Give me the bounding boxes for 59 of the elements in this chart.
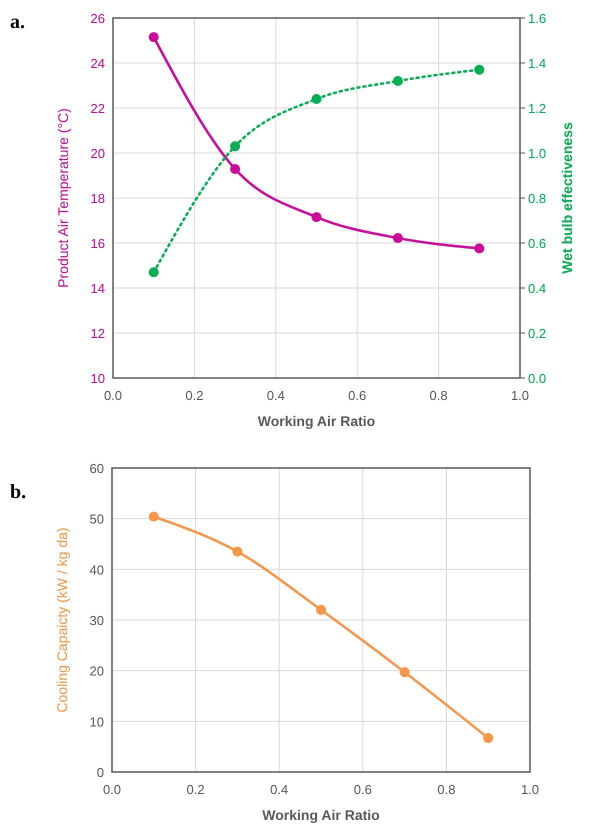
point xyxy=(392,233,403,244)
point xyxy=(392,76,403,86)
y-tick-label: 60 xyxy=(90,461,104,476)
point xyxy=(312,212,322,222)
y-tick-label: 20 xyxy=(90,146,105,161)
y2-tick-label: 0.2 xyxy=(528,326,546,341)
y2-axis-title: Wet bulb effectiveness xyxy=(559,122,575,274)
point xyxy=(230,141,240,152)
y-tick-label: 16 xyxy=(90,236,105,251)
y-tick-label: 18 xyxy=(90,191,105,206)
x-axis-title: Working Air Ratio xyxy=(262,807,380,823)
x-tick-label: 1.0 xyxy=(520,782,540,797)
y-tick-label: 10 xyxy=(90,371,105,386)
x-tick-label: 0.2 xyxy=(185,388,204,403)
x-tick-label: 1.0 xyxy=(510,388,530,403)
y-tick-label: 30 xyxy=(90,613,104,628)
text: b. xyxy=(10,481,26,503)
point xyxy=(483,733,494,744)
x-axis-title: Working Air Ratio xyxy=(258,413,376,429)
y2-tick-label: 0.4 xyxy=(528,281,546,296)
y-tick-label: 26 xyxy=(90,11,105,26)
y-tick-label: 40 xyxy=(90,562,104,578)
point xyxy=(400,667,410,678)
y2-tick-label: 1.4 xyxy=(528,56,546,71)
y-tick-label: 12 xyxy=(90,326,105,341)
x-tick-label: 0.0 xyxy=(102,782,122,797)
y2-tick-label: 1.6 xyxy=(528,11,546,26)
y2-tick-label: 1.0 xyxy=(528,146,546,161)
y-tick-label: 0 xyxy=(96,765,104,780)
chart-title: a. xyxy=(10,11,25,33)
y2-tick-label: 0.6 xyxy=(528,236,546,251)
x-tick-label: 0.6 xyxy=(348,388,366,403)
point xyxy=(148,267,159,278)
y-tick-label: 24 xyxy=(90,56,105,71)
x-tick-label: 0.0 xyxy=(104,388,122,403)
point xyxy=(316,604,326,615)
x-tick-label: 0.4 xyxy=(270,782,288,797)
y-tick-label: 50 xyxy=(90,512,104,527)
point xyxy=(230,164,240,174)
point xyxy=(474,64,484,75)
y-axis-title: Product Air Temperature (°C) xyxy=(55,108,71,288)
x-tick-label: 0.8 xyxy=(437,782,456,797)
x-tick-label: 0.8 xyxy=(430,388,448,403)
x-tick-label: 0.6 xyxy=(354,782,372,797)
point xyxy=(148,512,159,522)
x-tick-label: 0.4 xyxy=(266,388,285,403)
point xyxy=(232,546,242,557)
y2-tick-label: 0.0 xyxy=(528,371,546,386)
y-tick-label: 10 xyxy=(90,714,104,730)
y-tick-label: 14 xyxy=(90,281,105,296)
y2-tick-label: 0.8 xyxy=(528,191,546,206)
y-tick-label: 22 xyxy=(90,101,105,116)
point xyxy=(312,94,322,104)
x-tick-label: 0.2 xyxy=(186,782,205,797)
point xyxy=(474,243,484,254)
y-tick-label: 20 xyxy=(90,664,104,679)
point xyxy=(148,32,159,42)
y2-tick-label: 1.2 xyxy=(528,101,546,116)
y-axis-title: Cooling Capaicty (kW / kg da) xyxy=(54,527,70,713)
